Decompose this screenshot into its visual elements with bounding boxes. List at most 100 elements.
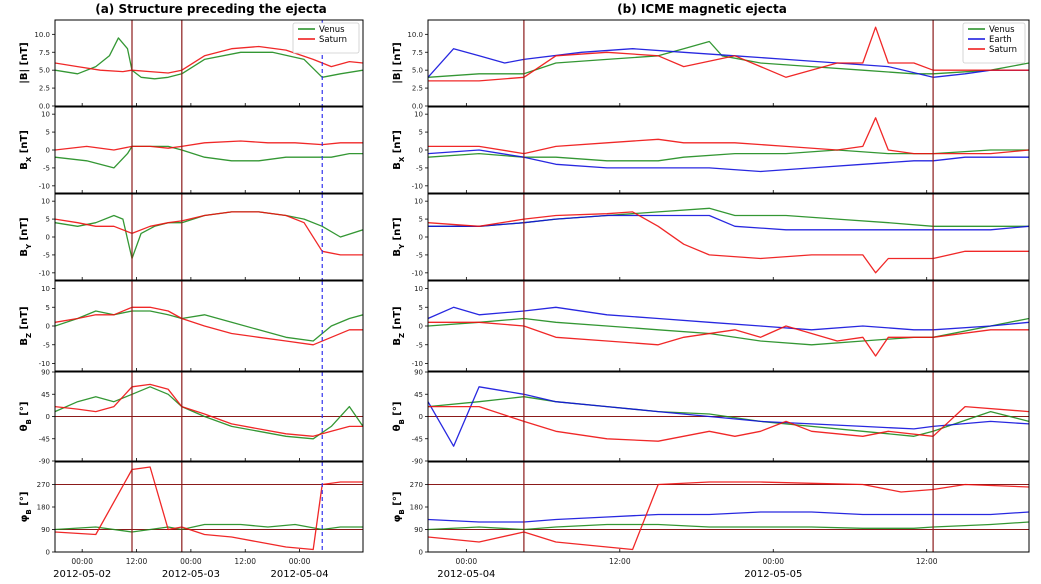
panel-frame bbox=[54, 461, 364, 553]
panel-a-3: 10 5 0 -5 -10 BY [nT] bbox=[19, 193, 364, 281]
legend-label-earth: Earth bbox=[989, 35, 1012, 45]
series-line-venus bbox=[55, 386, 363, 440]
y-tick-label: 7.5 bbox=[412, 49, 423, 57]
y-tick-label: -5 bbox=[416, 341, 423, 349]
series-line-saturn bbox=[55, 306, 363, 346]
date-label: 2012-05-05 bbox=[744, 569, 802, 580]
y-tick-label: 5 bbox=[419, 216, 423, 224]
series-line-venus bbox=[428, 149, 1029, 162]
x-tick-label: 00:00 bbox=[456, 557, 478, 566]
y-tick-label: 45 bbox=[414, 391, 423, 399]
panel-frame bbox=[54, 106, 364, 194]
y-tick-label: -5 bbox=[43, 164, 50, 172]
panel-frame bbox=[427, 193, 1030, 281]
series-line-saturn bbox=[428, 26, 1029, 82]
series-line-venus bbox=[428, 317, 1029, 346]
x-tick-label: 12:00 bbox=[916, 557, 938, 566]
series-line-venus bbox=[55, 37, 363, 80]
panel-b-4: 10 5 0 -5 -10 BZ [nT] bbox=[392, 280, 1030, 372]
y-axis-label: φB [°] bbox=[19, 492, 33, 523]
chart-a-title: (a) Structure preceding the ejecta bbox=[95, 2, 327, 16]
panel-frame bbox=[54, 280, 364, 372]
legend-box bbox=[292, 22, 360, 54]
series-line-saturn bbox=[55, 211, 363, 256]
y-tick-label: 10 bbox=[41, 198, 50, 206]
series-line-saturn bbox=[55, 383, 363, 437]
y-tick-label: 0 bbox=[419, 323, 423, 331]
y-tick-label: 270 bbox=[410, 481, 423, 489]
series-line-venus bbox=[55, 211, 363, 260]
legend-label-venus: Venus bbox=[989, 25, 1015, 35]
y-tick-label: 5 bbox=[46, 129, 50, 137]
y-tick-label: 90 bbox=[414, 526, 423, 534]
y-tick-label: 10.0 bbox=[407, 31, 423, 39]
y-tick-label: 0 bbox=[419, 413, 423, 421]
panel-b-3: 10 5 0 -5 -10 BY [nT] bbox=[392, 193, 1030, 281]
y-tick-label: -10 bbox=[412, 269, 423, 277]
panel-b-5: 90 45 0 -45 -90 θB [°] bbox=[392, 369, 1030, 466]
date-label: 2012-05-04 bbox=[271, 569, 329, 580]
y-axis-label: BY [nT] bbox=[19, 217, 33, 256]
panel-b-6: 270 180 90 0 φB [°] bbox=[392, 461, 1030, 557]
series-line-saturn bbox=[428, 117, 1029, 155]
panel-a-6: 270 180 90 0 φB [°] bbox=[19, 461, 364, 557]
x-tick-label: 00:00 bbox=[762, 557, 784, 566]
y-tick-label: 10 bbox=[41, 285, 50, 293]
y-tick-label: -5 bbox=[416, 164, 423, 172]
series-line-saturn bbox=[55, 466, 363, 551]
y-axis-label: |B| [nT] bbox=[19, 42, 30, 84]
panel-frame bbox=[54, 193, 364, 281]
series-line-saturn bbox=[428, 481, 1029, 551]
series-line-venus bbox=[428, 521, 1029, 531]
series-line-venus bbox=[428, 40, 1029, 78]
series-line-earth bbox=[428, 48, 1029, 78]
y-tick-label: 0 bbox=[46, 234, 50, 242]
y-tick-label: 0 bbox=[46, 413, 50, 421]
y-tick-label: 180 bbox=[37, 504, 50, 512]
y-axis-label: θB [°] bbox=[392, 402, 406, 432]
panel-a-5: 90 45 0 -45 -90 θB [°] bbox=[19, 369, 364, 466]
series-line-earth bbox=[428, 306, 1029, 331]
y-tick-label: 2.5 bbox=[39, 85, 50, 93]
y-tick-label: 0 bbox=[419, 549, 423, 557]
legend-label-saturn: Saturn bbox=[989, 45, 1017, 55]
date-label: 2012-05-04 bbox=[437, 569, 495, 580]
y-tick-label: -45 bbox=[412, 435, 423, 443]
legend-box bbox=[962, 22, 1026, 64]
x-tick-label: 00:00 bbox=[289, 557, 311, 566]
series-line-earth bbox=[428, 149, 1029, 173]
y-tick-label: 10 bbox=[414, 285, 423, 293]
y-axis-label: BX [nT] bbox=[19, 130, 33, 170]
y-tick-label: 5 bbox=[46, 216, 50, 224]
x-tick-label: 00:00 bbox=[180, 557, 202, 566]
y-tick-label: 2.5 bbox=[412, 85, 423, 93]
series-line-earth bbox=[428, 511, 1029, 523]
y-tick-label: 10 bbox=[414, 198, 423, 206]
x-tick-label: 12:00 bbox=[126, 557, 148, 566]
series-line-saturn bbox=[428, 321, 1029, 357]
panel-frame bbox=[427, 106, 1030, 194]
panel-a-4: 10 5 0 -5 -10 BZ [nT] bbox=[19, 280, 364, 372]
y-tick-label: 0 bbox=[419, 147, 423, 155]
panel-b-1: 10.0 7.5 5.0 2.5 0.0 |B| [nT] bbox=[392, 19, 1030, 111]
y-axis-label: θB [°] bbox=[19, 402, 33, 432]
y-tick-label: 0.0 bbox=[412, 103, 423, 111]
y-tick-label: 0.0 bbox=[39, 103, 50, 111]
x-tick-label: 12:00 bbox=[609, 557, 631, 566]
y-tick-label: -10 bbox=[412, 360, 423, 368]
y-tick-label: -5 bbox=[43, 251, 50, 259]
x-tick-label: 12:00 bbox=[234, 557, 256, 566]
y-tick-label: 5 bbox=[419, 129, 423, 137]
series-line-venus bbox=[428, 396, 1029, 437]
chart-b-title: (b) ICME magnetic ejecta bbox=[617, 2, 787, 16]
y-tick-label: 7.5 bbox=[39, 49, 50, 57]
y-tick-label: 5 bbox=[46, 304, 50, 312]
y-axis-label: BX [nT] bbox=[392, 130, 406, 170]
y-tick-label: 10 bbox=[414, 111, 423, 119]
series-line-venus bbox=[55, 310, 363, 342]
y-tick-label: 0 bbox=[46, 147, 50, 155]
y-tick-label: -90 bbox=[412, 458, 423, 466]
